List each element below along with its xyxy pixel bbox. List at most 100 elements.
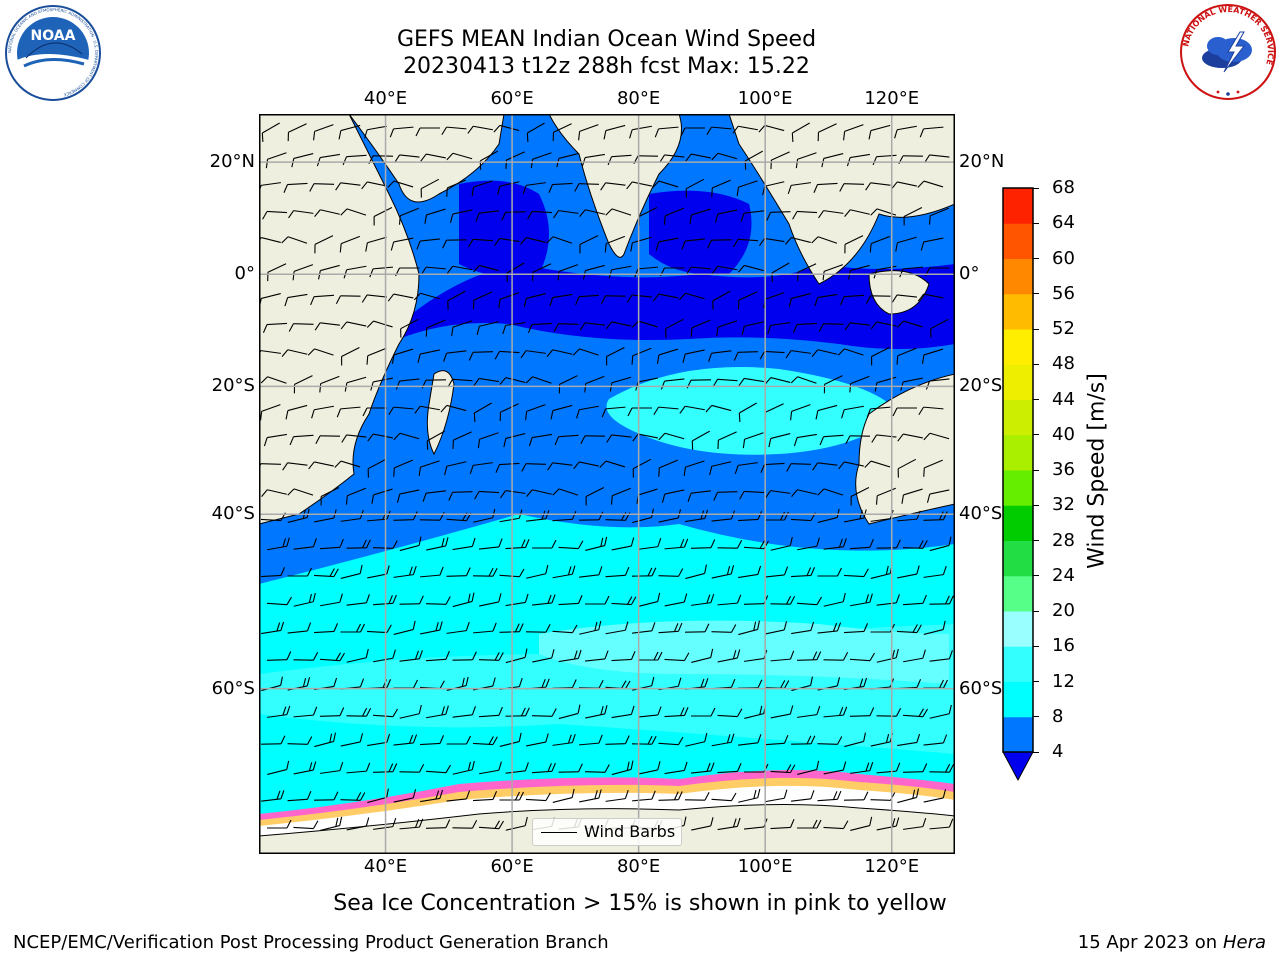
wind-barb xyxy=(558,704,581,720)
wind-barb xyxy=(503,433,526,448)
wind-barb xyxy=(446,735,471,745)
wind-barb xyxy=(717,708,743,718)
wind-barb xyxy=(717,763,742,774)
wind-barb xyxy=(373,817,397,830)
wind-barb xyxy=(611,705,635,719)
wind-barb xyxy=(714,209,738,223)
wind-barb xyxy=(812,462,838,471)
wind-barb xyxy=(425,319,446,337)
wind-barb xyxy=(293,592,316,607)
wind-barb xyxy=(289,434,314,446)
wind-barb xyxy=(823,538,847,550)
wind-barb xyxy=(425,650,450,662)
wind-barb xyxy=(923,511,948,521)
wind-barb xyxy=(787,182,811,195)
wind-barb xyxy=(843,124,864,141)
wind-barb xyxy=(929,595,954,605)
wind-barb xyxy=(261,790,285,802)
wind-barb xyxy=(717,431,737,450)
wind-barb xyxy=(626,181,652,190)
wind-barb xyxy=(293,538,317,550)
wind-barb xyxy=(611,651,636,662)
wind-barb xyxy=(923,620,946,635)
wind-barb xyxy=(768,433,791,448)
wind-barb xyxy=(478,538,503,550)
wind-barb xyxy=(262,210,288,220)
wind-barb xyxy=(548,182,573,193)
wind-barb xyxy=(818,323,844,332)
wind-barb xyxy=(736,180,758,197)
wind-barb xyxy=(267,537,290,551)
wind-barb xyxy=(758,237,785,247)
wind-barb xyxy=(626,294,653,303)
wind-barb xyxy=(903,206,923,226)
lon-tick-label-top: 40°E xyxy=(363,88,408,109)
wind-barb xyxy=(790,404,811,421)
wind-barb xyxy=(287,567,312,577)
wind-barb xyxy=(314,732,336,748)
wind-barb xyxy=(661,489,685,503)
wind-barb xyxy=(393,620,416,635)
wind-barb xyxy=(924,154,950,163)
wind-barb xyxy=(897,788,919,804)
wind-barb xyxy=(664,652,690,662)
wind-barb xyxy=(526,733,549,747)
subtropical-winds xyxy=(606,367,899,455)
wind-barb xyxy=(691,593,715,606)
wind-barb xyxy=(631,347,652,365)
wind-barb xyxy=(342,154,367,166)
wind-barb xyxy=(473,402,492,422)
wind-barb xyxy=(288,323,314,332)
colorbar-block xyxy=(1003,505,1033,541)
wind-barb xyxy=(416,238,441,250)
wind-barb xyxy=(891,294,918,303)
footer-date-text: 15 Apr 2023 on xyxy=(1077,932,1223,953)
wind-barb xyxy=(549,293,573,307)
wind-barb xyxy=(584,375,605,393)
wind-barb xyxy=(791,621,815,635)
wind-barb xyxy=(632,433,658,442)
colorbar-tick-mark xyxy=(1033,399,1039,400)
wind-barb xyxy=(764,734,789,746)
wind-barb xyxy=(520,350,546,359)
wind-barb xyxy=(876,539,901,549)
wind-barb xyxy=(732,125,758,134)
wind-barb xyxy=(634,266,659,278)
wind-barb xyxy=(606,434,632,443)
wind-barb xyxy=(712,290,731,310)
wind-barb xyxy=(553,210,579,219)
wind-barb xyxy=(796,651,822,661)
wind-barb xyxy=(314,209,340,217)
wind-barb xyxy=(414,405,440,414)
wind-barb xyxy=(452,651,477,661)
wind-barb xyxy=(631,567,657,577)
wind-barb xyxy=(685,732,708,747)
wind-barb xyxy=(319,652,345,662)
colorbar-tick-mark xyxy=(1033,222,1039,224)
wind-barb xyxy=(399,763,425,773)
wind-barb xyxy=(711,152,738,161)
wind-barb xyxy=(552,488,579,496)
wind-barb xyxy=(367,458,387,478)
wind-barb xyxy=(479,593,502,607)
wind-barb xyxy=(426,705,449,719)
wind-barb xyxy=(420,266,447,276)
wind-barb xyxy=(928,207,949,225)
wind-barb xyxy=(420,178,440,198)
wind-barb xyxy=(664,593,688,607)
wind-barb xyxy=(864,460,891,468)
wind-barb xyxy=(631,790,656,802)
chart-subtitle: 20230413 t12z 288h fcst Max: 15.22 xyxy=(403,54,810,79)
footer-credit: NCEP/EMC/Verification Post Processing Pr… xyxy=(13,932,609,953)
wind-barb xyxy=(760,462,785,473)
wind-barb xyxy=(573,461,599,470)
wind-barb xyxy=(652,293,679,302)
wind-barb xyxy=(526,489,552,497)
colorbar-tick-mark xyxy=(1033,504,1039,506)
wind-barb xyxy=(393,511,418,521)
wind-barb xyxy=(652,180,679,188)
wind-barb xyxy=(341,434,367,443)
wind-barb xyxy=(263,433,287,447)
colorbar-block xyxy=(1003,258,1033,295)
wind-barbs xyxy=(259,122,955,832)
